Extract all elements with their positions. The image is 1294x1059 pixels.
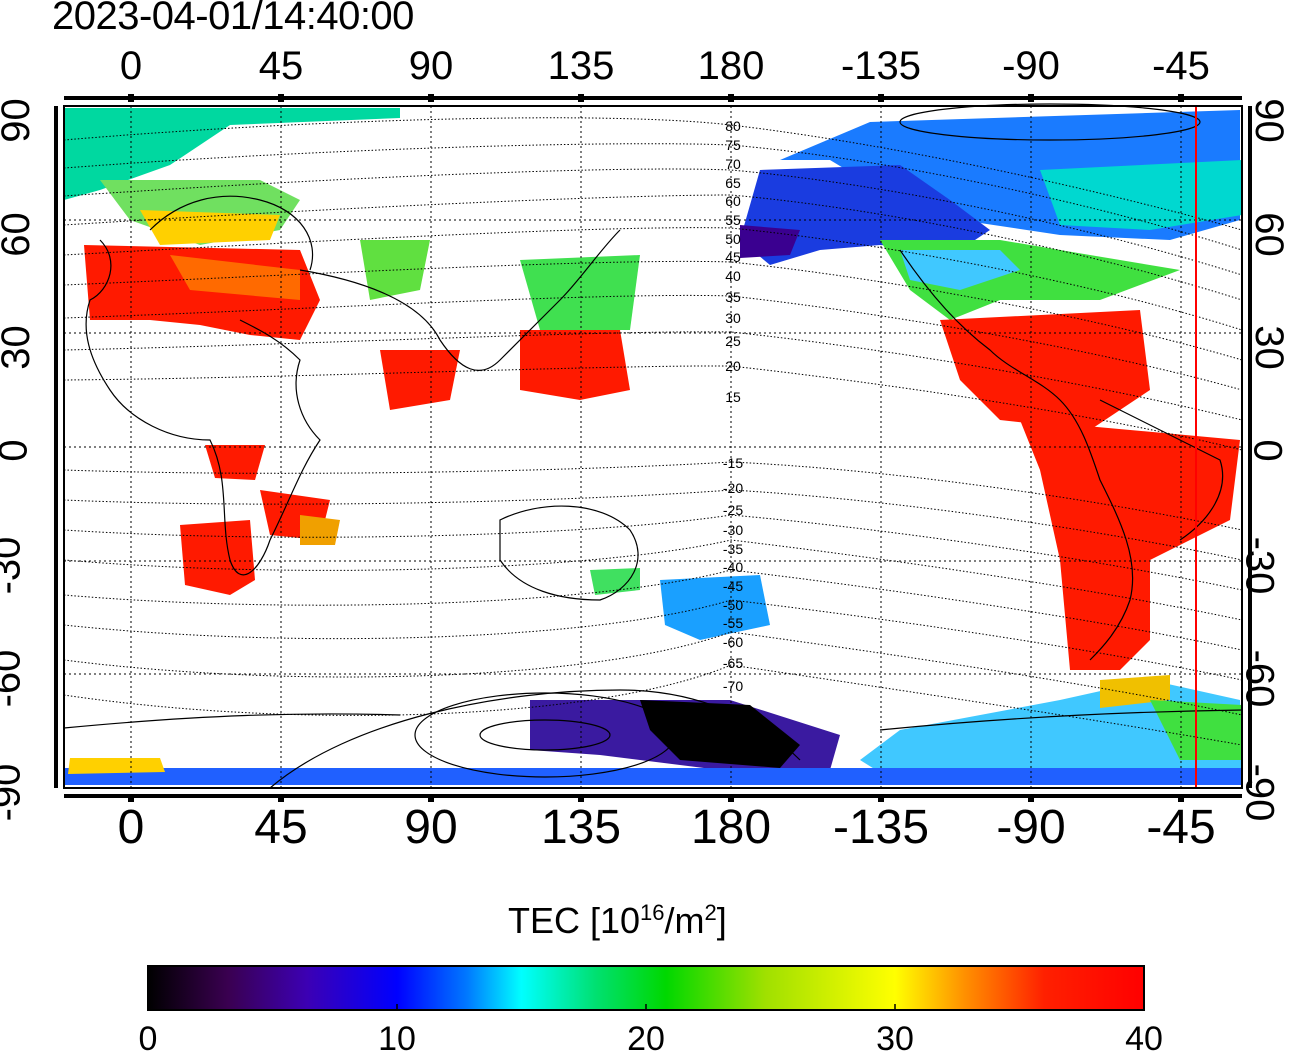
contour-label: 25 (725, 333, 741, 349)
lat-tick-right: 30 (1246, 325, 1291, 370)
tec-patch (1100, 675, 1170, 708)
tec-patch (68, 758, 165, 774)
lat-tick-left: -90 (0, 763, 29, 822)
contour-label: 40 (725, 268, 741, 284)
tec-patch (660, 575, 770, 640)
lat-tick-right: 90 (1246, 98, 1291, 143)
coastlines (64, 195, 1242, 731)
frame-tick-bars (54, 94, 1252, 802)
tec-patch (640, 700, 800, 768)
tec-patch (740, 225, 800, 258)
colorbar-title-unit: /m (664, 900, 705, 941)
lon-tick-top: 180 (697, 44, 765, 88)
tec-patch (360, 240, 430, 300)
lat-tick-right: -30 (1237, 536, 1282, 595)
contour-label: -75 (723, 703, 743, 719)
lon-tick-bottom: 135 (540, 801, 622, 854)
contour-label: 65 (725, 175, 741, 191)
tec-patch (900, 250, 1020, 290)
lon-tick-top: 90 (408, 44, 454, 88)
contour-label: -25 (723, 502, 743, 518)
colorbar-tick-label: 20 (627, 1020, 665, 1058)
contour-label: -35 (723, 541, 743, 557)
contour-label: -50 (723, 597, 743, 613)
tec-patch (64, 768, 1242, 785)
colorbar-title-exponent: 16 (640, 900, 665, 925)
tec-patch (1020, 420, 1240, 670)
contour-label: 75 (725, 137, 741, 153)
colorbar-tick-label: 40 (1125, 1020, 1163, 1058)
contour-label: 60 (725, 193, 741, 209)
lat-tick-right: -90 (1237, 763, 1282, 822)
tec-patch (940, 310, 1150, 430)
colorbar-gradient (147, 965, 1145, 1011)
tec-patch (140, 210, 280, 245)
contour-label: 45 (725, 249, 741, 265)
tec-patch (380, 350, 460, 410)
contour-value-labels: 80 75 70 65 60 55 50 45 40 35 30 25 20 1… (723, 118, 743, 719)
contour-label: -65 (723, 655, 743, 671)
lon-tick-top: 45 (258, 44, 304, 88)
contour-label: -20 (723, 480, 743, 496)
colorbar-tick-label: 30 (876, 1020, 914, 1058)
tec-patch (1040, 160, 1242, 230)
lon-tick-bottom: -90 (996, 801, 1066, 854)
lat-tick-left: 60 (0, 212, 38, 257)
lon-tick-top: -90 (1002, 44, 1060, 88)
tec-coverage (64, 108, 1242, 785)
tec-patch (520, 330, 630, 400)
lon-tick-top: 135 (547, 44, 615, 88)
contour-label: 80 (725, 118, 741, 134)
contour-label: 30 (725, 310, 741, 326)
lon-tick-bottom: -135 (832, 801, 930, 854)
lat-tick-right: 0 (1245, 439, 1290, 462)
lat-tick-right: 60 (1246, 212, 1291, 257)
contour-label: 20 (725, 358, 741, 374)
lon-tick-bottom: 0 (117, 801, 145, 854)
colorbar-title-text: TEC [10 (508, 900, 641, 941)
lon-tick-bottom: 45 (254, 801, 308, 854)
map-frame (63, 105, 1243, 789)
contour-label: -55 (723, 615, 743, 631)
timestamp-title: 2023-04-01/14:40:00 (52, 0, 414, 38)
contour-label: -70 (723, 678, 743, 694)
lat-tick-left: 90 (0, 98, 38, 143)
tec-patch (590, 568, 640, 595)
tec-patch (520, 255, 640, 330)
contour-label: 50 (725, 231, 741, 247)
lon-tick-top: -135 (840, 44, 922, 88)
contour-label: 70 (725, 156, 741, 172)
contour-label: 35 (725, 289, 741, 305)
lat-tick-left: 30 (0, 325, 38, 370)
lat-tick-left: 0 (0, 439, 37, 461)
tec-patch (860, 680, 1242, 785)
lat-tick-left: -60 (0, 649, 29, 708)
lon-tick-bottom: -45 (1146, 801, 1216, 854)
colorbar-tick-label: 10 (378, 1020, 416, 1058)
contour-label: -30 (723, 522, 743, 538)
contour-label: -15 (723, 455, 743, 471)
tec-patch (170, 255, 300, 300)
colorbar-ticks (396, 1004, 896, 1010)
contour-label: 55 (725, 212, 741, 228)
contour-label: 15 (725, 389, 741, 405)
tec-patch (300, 515, 340, 545)
tec-patch (64, 108, 400, 200)
lon-tick-top: -45 (1152, 44, 1210, 88)
contour-label: -45 (723, 578, 743, 594)
polar-contours (269, 103, 1201, 789)
lon-tick-top: 0 (119, 44, 143, 88)
colorbar-title-unit-exponent: 2 (704, 900, 717, 925)
lon-tick-bottom: 90 (404, 801, 458, 854)
colorbar-title-close: ] (716, 900, 727, 941)
lon-tick-bottom: 180 (690, 801, 772, 854)
colorbar-title: TEC [1016/m2] (508, 900, 727, 942)
contour-label: -40 (723, 559, 743, 575)
lat-tick-right: -60 (1237, 649, 1282, 708)
lat-tick-left: -30 (0, 536, 29, 595)
contour-label: -60 (723, 634, 743, 650)
colorbar-tick-label: 0 (138, 1020, 158, 1058)
tec-patch (180, 520, 255, 595)
